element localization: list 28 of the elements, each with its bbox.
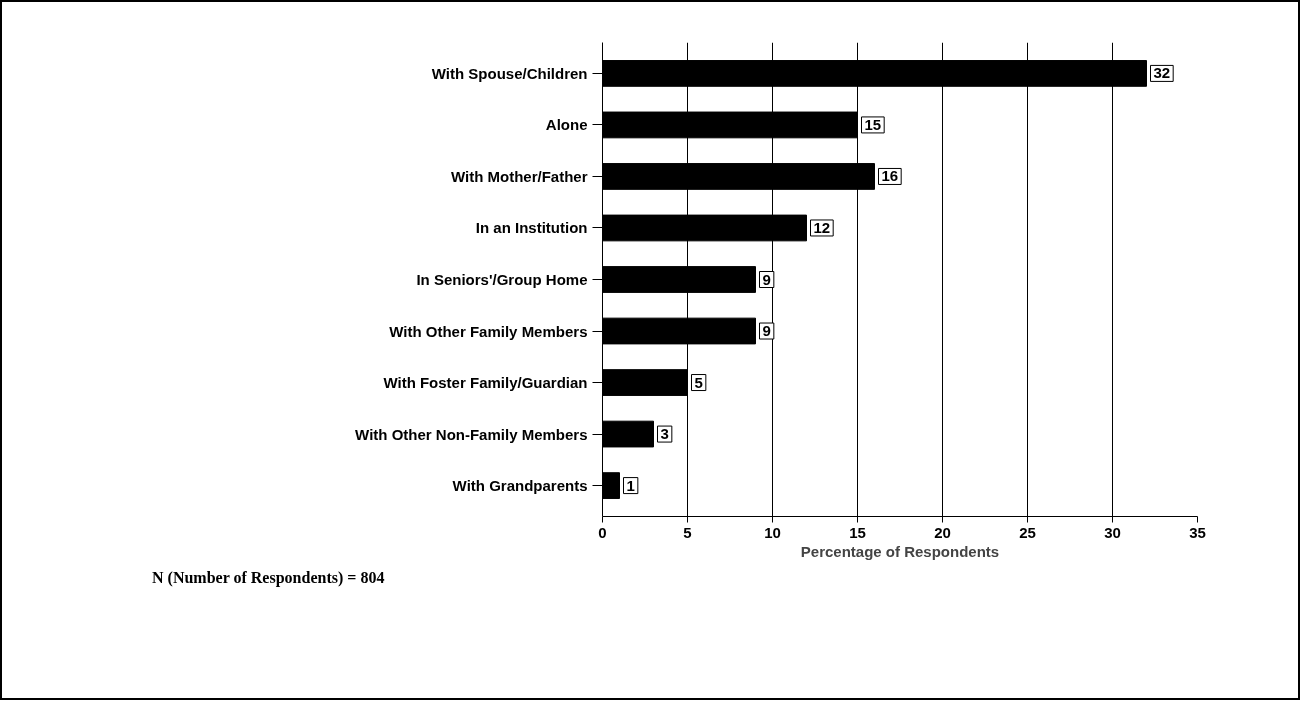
y-tick-label: With Grandparents — [452, 477, 588, 495]
y-tick-label: With Other Non-Family Members — [355, 425, 588, 443]
data-label: 3 — [660, 425, 669, 443]
x-tick-label: 20 — [934, 523, 951, 541]
data-label: 12 — [813, 218, 831, 236]
y-tick-label: With Other Family Members — [389, 322, 588, 340]
data-label: 15 — [864, 115, 882, 133]
y-tick-label: In an Institution — [475, 219, 588, 237]
x-tick-label: 0 — [598, 523, 607, 541]
x-tick-label: 35 — [1189, 523, 1206, 541]
data-label: 9 — [762, 270, 771, 288]
y-tick-label: With Foster Family/Guardian — [383, 374, 588, 392]
data-label: 9 — [762, 322, 771, 340]
x-tick-label: 25 — [1019, 523, 1036, 541]
data-label: 16 — [881, 167, 899, 185]
x-axis-title: Percentage of Respondents — [800, 542, 1000, 560]
data-label: 32 — [1153, 64, 1171, 82]
x-tick-label: 30 — [1104, 523, 1121, 541]
x-tick-label: 5 — [683, 523, 692, 541]
y-tick-label: In Seniors'/Group Home — [416, 271, 588, 288]
y-tick-label: With Mother/Father — [450, 167, 588, 185]
text: N (Number of Respondents) = 804 — [152, 568, 385, 589]
x-tick-label: 10 — [764, 523, 781, 541]
data-label: 5 — [694, 373, 703, 391]
y-tick-label: Alone — [545, 116, 588, 134]
x-tick-label: 15 — [849, 523, 866, 541]
y-tick-label: With Spouse/Children — [431, 64, 588, 82]
data-label: 1 — [626, 476, 635, 494]
